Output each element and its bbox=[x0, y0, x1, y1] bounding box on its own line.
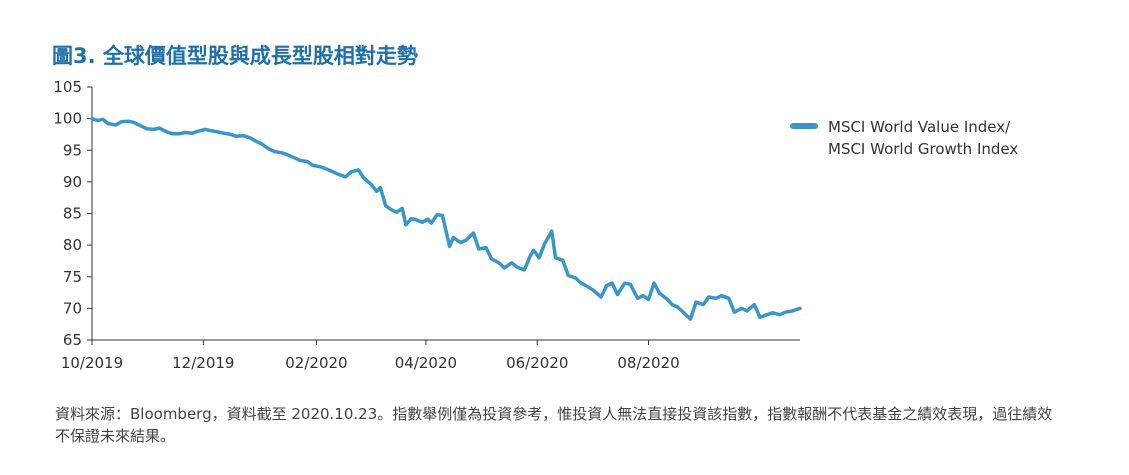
source-note: 資料來源：Bloomberg，資料截至 2020.10.23。指數舉例僅為投資參… bbox=[55, 405, 1053, 445]
x-axis: 10/2019 12/2019 02/2020 04/2020 06/2020 08/20… bbox=[61, 339, 800, 372]
y-tick-label: 85 bbox=[63, 205, 82, 223]
y-tick-label: 75 bbox=[63, 268, 82, 286]
series-line bbox=[90, 116, 802, 321]
y-axis: 105 100 95 90 85 80 75 70 65 bbox=[53, 78, 93, 349]
x-tick-label: 06/2020 bbox=[506, 354, 568, 372]
y-tick-label: 105 bbox=[53, 78, 82, 96]
legend: MSCI World Value Index/ MSCI World Growt… bbox=[790, 116, 1018, 160]
x-tick-label: 04/2020 bbox=[395, 354, 457, 372]
y-tick-label: 95 bbox=[63, 141, 82, 159]
x-tick-label: 10/2019 bbox=[61, 354, 123, 372]
y-tick-label: 90 bbox=[63, 173, 82, 191]
legend-swatch bbox=[790, 123, 818, 129]
y-tick-label: 100 bbox=[53, 110, 82, 128]
x-tick-label: 08/2020 bbox=[617, 354, 679, 372]
legend-label: MSCI World Value Index/ MSCI World Growt… bbox=[828, 118, 1019, 158]
x-tick-label: 12/2019 bbox=[172, 354, 234, 372]
y-tick-label: 65 bbox=[63, 331, 82, 349]
y-tick-label: 70 bbox=[63, 299, 82, 317]
series-layer bbox=[90, 116, 802, 321]
y-tick-label: 80 bbox=[63, 236, 82, 254]
x-tick-label: 02/2020 bbox=[285, 354, 347, 372]
chart-title: 圖3. 全球價值型股與成長型股相對走勢 bbox=[52, 44, 418, 68]
